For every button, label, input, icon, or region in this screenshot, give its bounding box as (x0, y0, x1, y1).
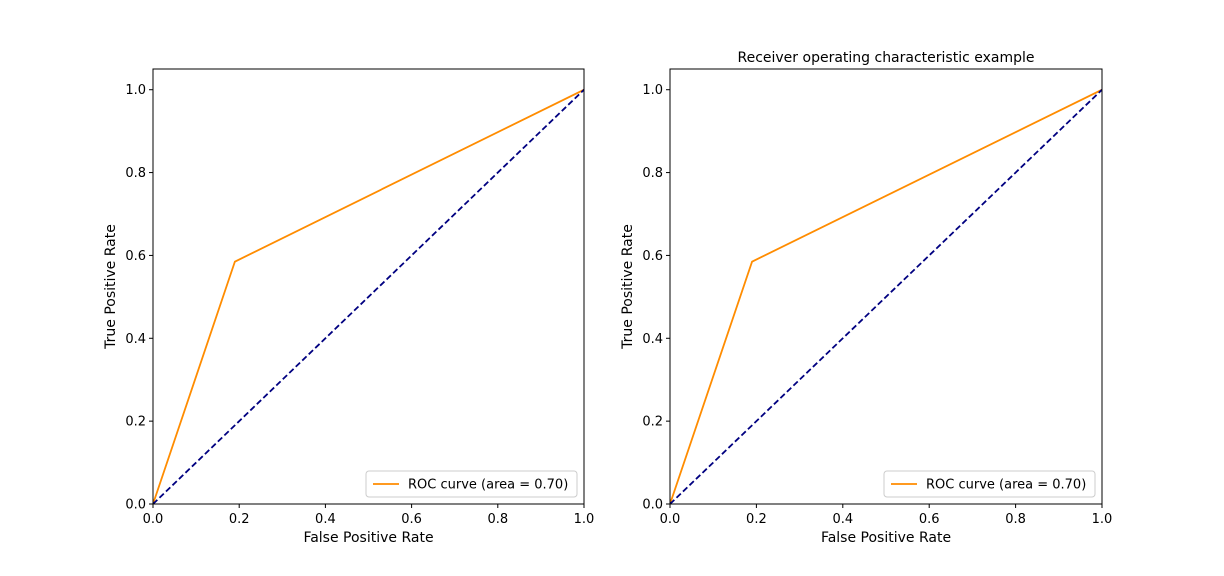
y-tick-label: 0.0 (642, 498, 663, 513)
legend-entry: ROC curve (area = 0.70) (926, 478, 1086, 493)
legend-box (883, 470, 1096, 498)
axes-frame (152, 68, 585, 505)
y-tick-label: 0.6 (125, 249, 146, 264)
roc-curve-line (153, 88, 584, 504)
roc-chart-1: 0.0 0.2 0.4 0.6 0.8 1.0 0.0 0.2 0.4 0.6 0.8 1.0 Fals… (103, 68, 595, 546)
legend-entry: ROC curve (area = 0.70) (408, 478, 568, 493)
y-tick-label: 0.0 (125, 498, 146, 513)
chart-title: Receiver operating characteristic exampl… (737, 50, 1034, 66)
x-tick-label: 1.0 (1092, 512, 1113, 527)
x-tick-label: 0.6 (919, 512, 940, 527)
axes-frame (669, 68, 1103, 505)
legend: ROC curve (area = 0.70) (365, 470, 578, 498)
x-tick-label: 0.2 (229, 512, 250, 527)
legend: ROC curve (area = 0.70) (883, 470, 1096, 498)
legend-box (365, 470, 578, 498)
y-tick-label: 0.4 (125, 332, 146, 347)
roc-curve-line (670, 88, 1102, 504)
x-tick-label: 0.2 (746, 512, 767, 527)
x-tick-label: 0.6 (401, 512, 422, 527)
plot-area (670, 88, 1102, 504)
x-tick-label: 0.0 (660, 512, 681, 527)
x-tick-label: 1.0 (574, 512, 595, 527)
y-tick-label: 0.8 (125, 166, 146, 181)
y-tick-label: 0.2 (125, 415, 146, 430)
y-axis-label: True Positive Rate (103, 224, 119, 350)
x-tick-label: 0.8 (487, 512, 508, 527)
y-tick-label: 1.0 (125, 83, 146, 98)
chance-diagonal-line (670, 89, 1102, 504)
y-tick-label: 0.6 (642, 249, 663, 264)
y-tick-label: 0.8 (642, 166, 663, 181)
x-axis-label: False Positive Rate (821, 530, 951, 546)
y-tick-label: 1.0 (642, 83, 663, 98)
x-tick-label: 0.0 (143, 512, 164, 527)
roc-chart-2: Receiver operating characteristic exampl… (620, 50, 1112, 546)
x-tick-label: 0.4 (315, 512, 336, 527)
x-tick-label: 0.8 (1005, 512, 1026, 527)
y-tick-label: 0.2 (642, 415, 663, 430)
chance-diagonal-line (153, 89, 584, 504)
y-axis-label: True Positive Rate (620, 224, 636, 350)
y-tick-label: 0.4 (642, 332, 663, 347)
plot-area (153, 88, 584, 504)
x-axis-label: False Positive Rate (303, 530, 433, 546)
x-tick-label: 0.4 (832, 512, 853, 527)
